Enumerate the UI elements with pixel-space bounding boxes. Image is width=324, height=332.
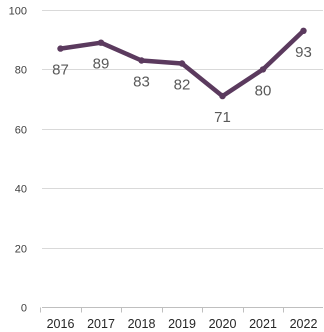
data-label-2019: 82 (174, 77, 191, 94)
axes: 0 20 40 60 80 100 2016 2017 2018 2019 2020 2021 2022 (9, 6, 323, 331)
y-tick-label: 40 (15, 184, 27, 196)
x-tick-label-2017: 2017 (87, 317, 115, 331)
data-label-2022: 93 (295, 44, 312, 61)
data-point-2016 (57, 45, 64, 52)
x-tick-label-2016: 2016 (47, 317, 75, 331)
series-layer (57, 27, 307, 100)
x-tick-label-2018: 2018 (128, 317, 156, 331)
data-label-2018: 83 (133, 74, 150, 91)
data-point-2022 (300, 27, 307, 34)
data-label-2021: 80 (255, 82, 272, 99)
y-tick-label: 60 (15, 125, 27, 137)
y-tick-label: 20 (15, 244, 27, 256)
y-tick-label: 100 (9, 6, 27, 18)
x-tick-label-2021: 2021 (249, 317, 277, 331)
data-point-2021 (259, 66, 267, 73)
data-point-2019 (178, 60, 186, 67)
data-point-2017 (97, 39, 105, 46)
labels-layer: 87 89 83 82 71 80 93 (52, 44, 312, 126)
x-tick-label-2022: 2022 (290, 317, 318, 331)
data-label-2016: 87 (52, 62, 69, 79)
y-tick-label: 0 (21, 303, 27, 315)
x-tick-label-2020: 2020 (209, 317, 237, 331)
data-label-2017: 89 (93, 56, 110, 73)
data-point-2020 (219, 92, 226, 100)
y-tick-label: 80 (15, 65, 27, 77)
gridlines (42, 10, 323, 249)
data-point-2018 (138, 57, 145, 64)
data-label-2020: 71 (214, 109, 231, 126)
x-tick-label-2019: 2019 (168, 317, 196, 331)
